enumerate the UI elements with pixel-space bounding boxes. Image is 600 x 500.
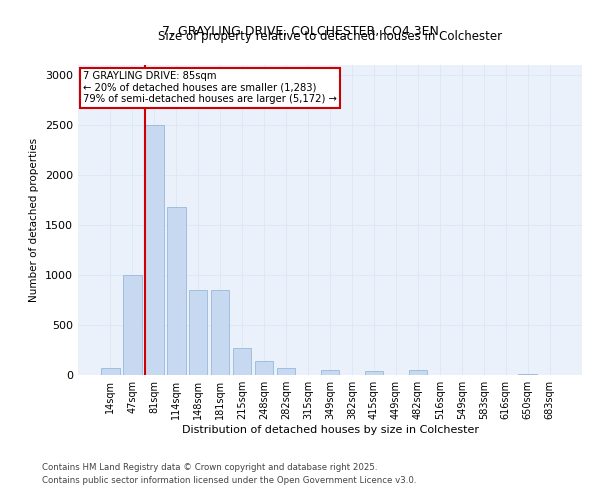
Bar <box>123 275 142 375</box>
Text: Contains public sector information licensed under the Open Government Licence v3: Contains public sector information licen… <box>42 476 416 485</box>
Text: Contains HM Land Registry data © Crown copyright and database right 2025.: Contains HM Land Registry data © Crown c… <box>42 462 377 471</box>
Bar <box>320 370 340 375</box>
Bar <box>189 290 208 375</box>
Title: Size of property relative to detached houses in Colchester: Size of property relative to detached ho… <box>158 30 502 43</box>
Bar <box>409 370 427 375</box>
Bar <box>145 125 164 375</box>
Bar <box>101 368 119 375</box>
Bar <box>277 368 295 375</box>
Text: 7, GRAYLING DRIVE, COLCHESTER, CO4 3EN: 7, GRAYLING DRIVE, COLCHESTER, CO4 3EN <box>161 25 439 38</box>
Bar <box>365 370 383 375</box>
Y-axis label: Number of detached properties: Number of detached properties <box>29 138 40 302</box>
Bar <box>211 290 229 375</box>
Bar <box>167 207 185 375</box>
X-axis label: Distribution of detached houses by size in Colchester: Distribution of detached houses by size … <box>182 425 479 435</box>
Text: 7 GRAYLING DRIVE: 85sqm
← 20% of detached houses are smaller (1,283)
79% of semi: 7 GRAYLING DRIVE: 85sqm ← 20% of detache… <box>83 71 337 104</box>
Bar <box>255 360 274 375</box>
Bar <box>233 348 251 375</box>
Bar <box>518 374 537 375</box>
